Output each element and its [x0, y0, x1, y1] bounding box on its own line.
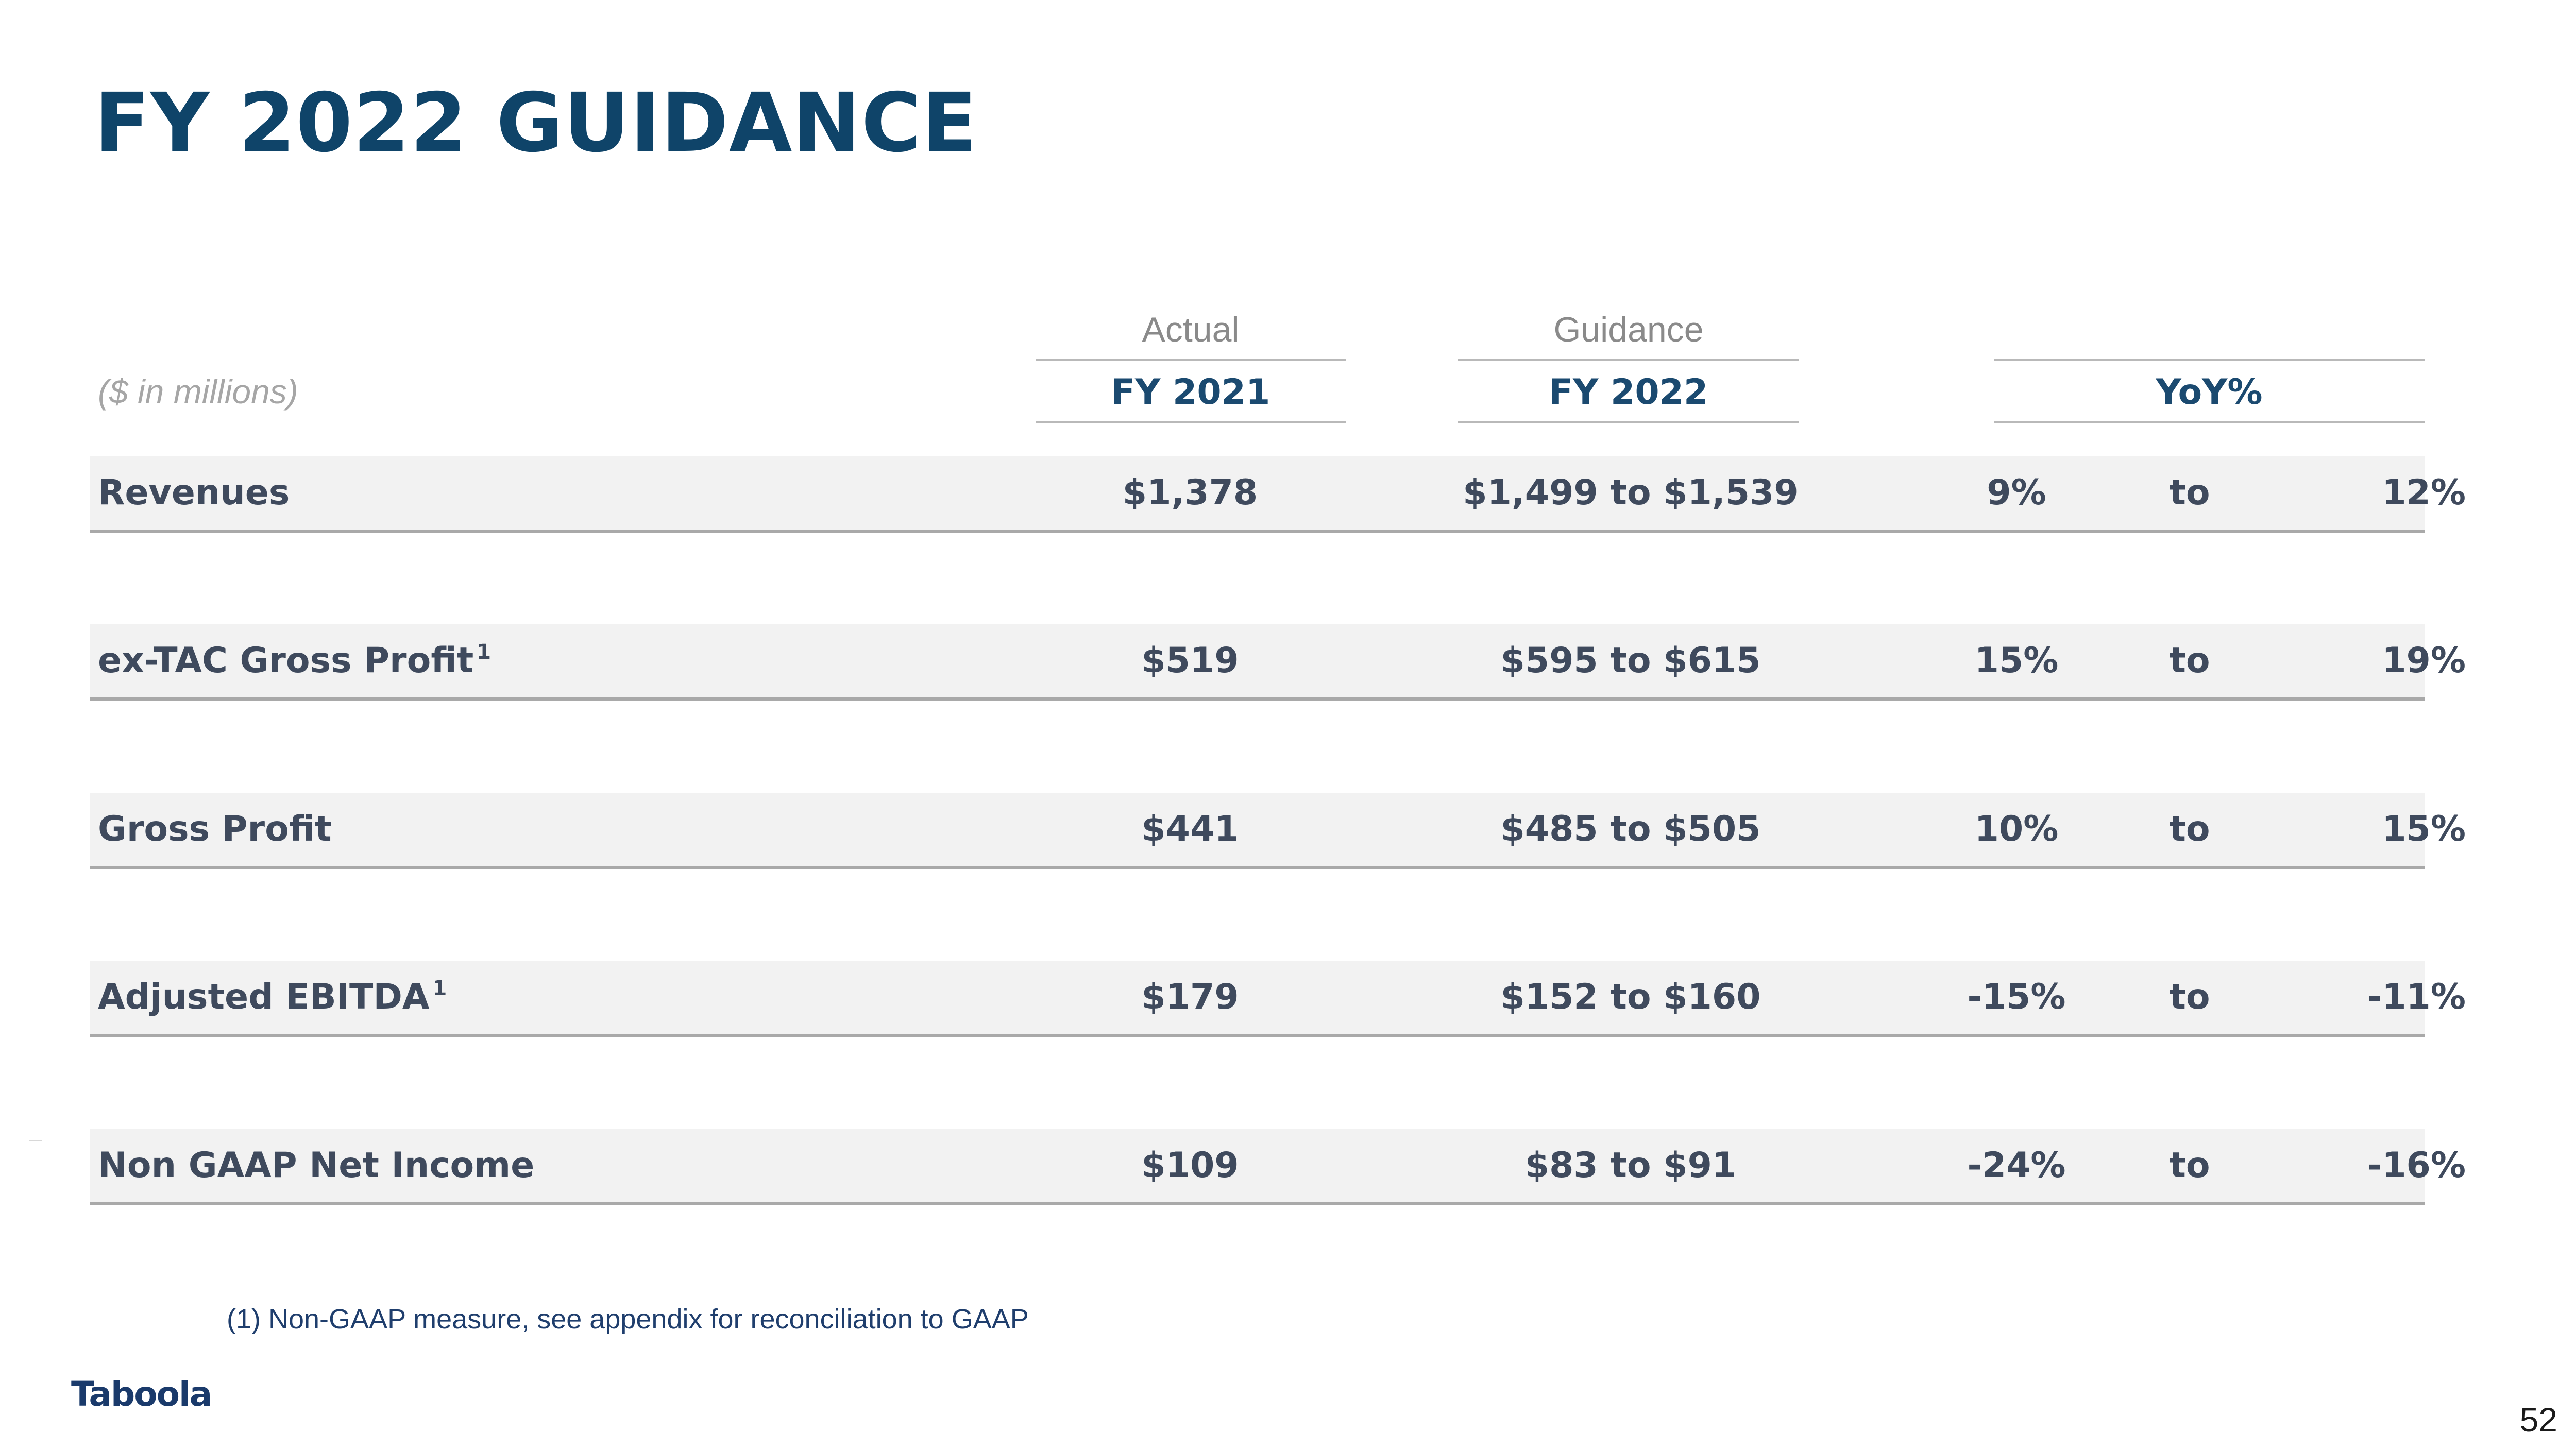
page-number: 52 [2519, 1401, 2557, 1439]
row-label: Gross Profit [98, 809, 332, 849]
table-row: Revenues $1,378 $1,499 to $1,539 9% to 1… [90, 456, 2466, 533]
actual-value: $179 [1141, 977, 1239, 1017]
row-label: Revenues [98, 472, 290, 513]
yoy-high: 15% [2382, 809, 2466, 849]
row-label: ex-TAC Gross Profit 1 [98, 640, 492, 681]
column-top-rule-actual [1036, 359, 1346, 361]
yoy-low: 15% [1974, 640, 2059, 681]
yoy-to: to [2169, 472, 2210, 513]
column-bottom-rule-guidance [1458, 421, 1799, 423]
yoy-to: to [2169, 809, 2210, 849]
table-row: ex-TAC Gross Profit 1 $519 $595 to $615 1… [90, 624, 2466, 701]
guidance-range: $485 to $505 [1500, 809, 1761, 849]
company-logo: Taboola [71, 1374, 212, 1414]
yoy-low: 9% [1987, 472, 2046, 513]
yoy-low: 10% [1974, 809, 2059, 849]
column-top-rule-yoy [1994, 359, 2425, 361]
actual-value: $1,378 [1122, 472, 1258, 513]
column-super-label-guidance: Guidance [1553, 310, 1704, 349]
column-header-guidance: Guidance FY 2022 [1458, 312, 1799, 423]
guidance-range: $83 to $91 [1524, 1145, 1737, 1186]
yoy-to: to [2169, 640, 2210, 681]
yoy-high: -16% [2367, 1145, 2466, 1186]
guidance-range: $595 to $615 [1500, 640, 1761, 681]
column-bottom-rule-yoy [1994, 421, 2425, 423]
yoy-high: 19% [2382, 640, 2466, 681]
yoy-high: -11% [2367, 977, 2466, 1017]
slide-title: FY 2022 GUIDANCE [94, 76, 978, 171]
footnote: (1) Non-GAAP measure, see appendix for r… [227, 1304, 1029, 1335]
yoy-low: -15% [1967, 977, 2066, 1017]
actual-value: $519 [1141, 640, 1239, 681]
yoy-high: 12% [2382, 472, 2466, 513]
table-row: Non GAAP Net Income $109 $83 to $91 -24%… [90, 1129, 2466, 1205]
column-label-guidance: FY 2022 [1549, 372, 1708, 413]
table-row: Gross Profit $441 $485 to $505 10% to 15… [90, 793, 2466, 869]
table-row: Adjusted EBITDA 1 $179 $152 to $160 -15% … [90, 961, 2466, 1037]
yoy-low: -24% [1967, 1145, 2066, 1186]
yoy-to: to [2169, 977, 2210, 1017]
column-header-actual: Actual FY 2021 [1036, 312, 1346, 423]
guidance-range: $152 to $160 [1500, 977, 1761, 1017]
decorative-dash [29, 1140, 42, 1141]
yoy-to: to [2169, 1145, 2210, 1186]
column-bottom-rule-actual [1036, 421, 1346, 423]
column-header-yoy: YoY% [1994, 312, 2425, 423]
column-label-yoy: YoY% [2156, 372, 2263, 413]
column-label-actual: FY 2021 [1111, 372, 1270, 413]
guidance-range: $1,499 to $1,539 [1463, 472, 1799, 513]
actual-value: $109 [1141, 1145, 1239, 1186]
row-label: Adjusted EBITDA 1 [98, 977, 447, 1017]
row-label: Non GAAP Net Income [98, 1145, 535, 1186]
column-super-label-actual: Actual [1142, 310, 1240, 349]
units-label: ($ in millions) [98, 372, 298, 411]
column-top-rule-guidance [1458, 359, 1799, 361]
actual-value: $441 [1141, 809, 1239, 849]
